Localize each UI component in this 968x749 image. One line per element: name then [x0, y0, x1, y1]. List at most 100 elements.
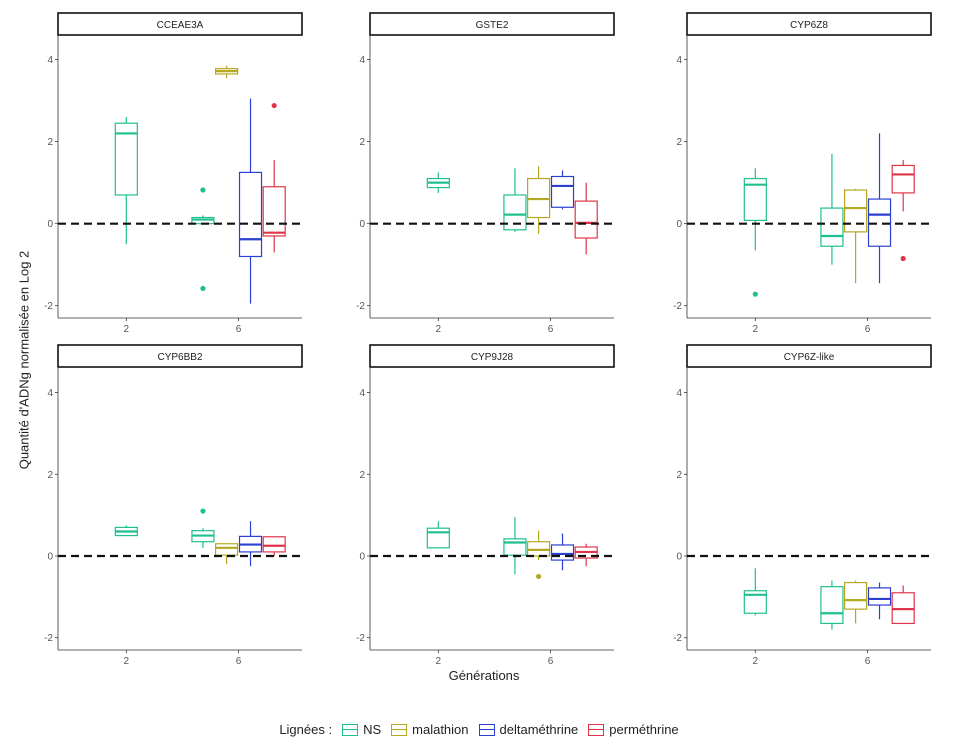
- y-tick-label: 2: [676, 470, 682, 481]
- x-tick-label: 6: [865, 656, 871, 667]
- box-iqr: [426, 527, 450, 549]
- box-iqr: [820, 207, 844, 247]
- box-malathion-gen6: [844, 188, 868, 284]
- x-tick-label: 2: [753, 656, 759, 667]
- outlier-point: [900, 255, 906, 262]
- x-tick-label: 2: [124, 656, 130, 667]
- y-tick-label: 4: [676, 388, 682, 399]
- legend-item-ns: NS: [342, 722, 381, 737]
- box-iqr: [574, 200, 598, 239]
- box-iqr: [215, 543, 239, 556]
- box-deltamthrine-gen6: [867, 582, 892, 620]
- box-malathion-gen6: [527, 166, 551, 234]
- y-tick-label: 4: [359, 55, 365, 66]
- legend-key: [588, 723, 605, 736]
- panel-strip: [369, 344, 615, 368]
- y-tick-label: 0: [47, 552, 53, 563]
- legend-key: [342, 723, 359, 736]
- y-tick-label: 0: [359, 219, 365, 230]
- x-tick-label: 2: [436, 324, 442, 335]
- y-tick-label: -2: [44, 301, 53, 312]
- x-tick-label: 2: [436, 656, 442, 667]
- y-tick-label: 2: [47, 470, 53, 481]
- box-iqr: [114, 122, 138, 196]
- box-iqr: [743, 590, 767, 614]
- box-iqr: [867, 587, 892, 606]
- box-malathion-gen6: [215, 543, 239, 565]
- outlier-point: [200, 187, 206, 193]
- legend-item-permthrine: perméthrine: [588, 722, 679, 737]
- y-tick-label: -2: [673, 301, 682, 312]
- box-ns-gen6: [191, 187, 215, 292]
- box-iqr: [844, 581, 868, 610]
- panel-title: CYP6Z8: [790, 20, 828, 31]
- panel-title: CYP9J28: [471, 352, 514, 363]
- panel-cyp6z-like: CYP6Z-like -2 0 2 4 2 6: [673, 344, 932, 667]
- y-tick-label: -2: [356, 301, 365, 312]
- outlier-point: [200, 285, 206, 292]
- box-ns-gen2: [743, 568, 767, 616]
- x-tick-label: 6: [236, 656, 242, 667]
- x-tick-label: 2: [124, 324, 130, 335]
- box-deltamthrine-gen6: [867, 133, 892, 284]
- box-iqr: [262, 536, 286, 553]
- y-tick-label: 2: [359, 470, 365, 481]
- y-tick-label: 2: [359, 137, 365, 148]
- outlier-point: [536, 573, 542, 580]
- outlier-point: [271, 102, 277, 109]
- legend-item-deltamthrine: deltaméthrine: [478, 722, 579, 737]
- box-deltamthrine-gen6: [550, 533, 575, 571]
- x-tick-label: 2: [753, 324, 759, 335]
- legend: Lignées : NS malathion deltaméthrine permét…: [0, 722, 968, 737]
- legend-label: perméthrine: [609, 722, 679, 737]
- box-iqr: [550, 175, 575, 208]
- outlier-point: [200, 508, 206, 514]
- legend-title: Lignées :: [279, 722, 333, 737]
- box-permthrine-gen6: [891, 585, 915, 625]
- y-tick-label: 0: [47, 219, 53, 230]
- panel-gste2: GSTE2 -2 0 2 4 2 6: [356, 12, 615, 335]
- panel-title: CCEAE3A: [157, 20, 204, 31]
- legend-label: NS: [363, 722, 382, 737]
- box-deltamthrine-gen6: [238, 521, 263, 567]
- panel-strip: [686, 12, 932, 36]
- y-tick-label: 2: [676, 137, 682, 148]
- legend-item-malathion: malathion: [391, 722, 469, 737]
- box-iqr: [743, 177, 767, 221]
- box-deltamthrine-gen6: [550, 170, 575, 210]
- box-ns-gen6: [191, 508, 215, 548]
- panel-strip: [686, 344, 932, 368]
- panel-title: GSTE2: [476, 20, 509, 31]
- box-iqr: [867, 198, 892, 247]
- box-malathion-gen6: [527, 530, 551, 580]
- box-iqr: [550, 544, 575, 561]
- legend-key: [391, 723, 408, 736]
- legend-label: deltaméthrine: [499, 722, 579, 737]
- y-tick-label: -2: [673, 633, 682, 644]
- panel-cceae3a: CCEAE3A -2 0 2 4 2 6: [44, 12, 303, 335]
- panel-strip: [369, 12, 615, 36]
- box-permthrine-gen6: [262, 102, 286, 253]
- box-ns-gen6: [820, 153, 844, 265]
- panel-strip: [57, 12, 303, 36]
- box-ns-gen2: [426, 172, 450, 193]
- y-tick-label: 0: [359, 552, 365, 563]
- y-tick-label: 4: [359, 388, 365, 399]
- box-deltamthrine-gen6: [238, 98, 263, 304]
- box-ns-gen2: [114, 525, 138, 537]
- box-iqr: [262, 186, 286, 237]
- y-tick-label: 4: [47, 388, 53, 399]
- box-iqr: [238, 171, 263, 258]
- box-ns-gen2: [114, 117, 138, 245]
- box-iqr: [503, 194, 527, 231]
- box-permthrine-gen6: [891, 160, 915, 262]
- y-tick-label: 0: [676, 552, 682, 563]
- y-tick-label: 0: [676, 219, 682, 230]
- box-ns-gen6: [820, 580, 844, 630]
- box-permthrine-gen6: [262, 536, 286, 556]
- box-iqr: [844, 189, 868, 233]
- box-malathion-gen6: [215, 65, 239, 79]
- y-tick-label: 4: [47, 55, 53, 66]
- panel-cyp6bb2: CYP6BB2 -2 0 2 4 2 6: [44, 344, 303, 667]
